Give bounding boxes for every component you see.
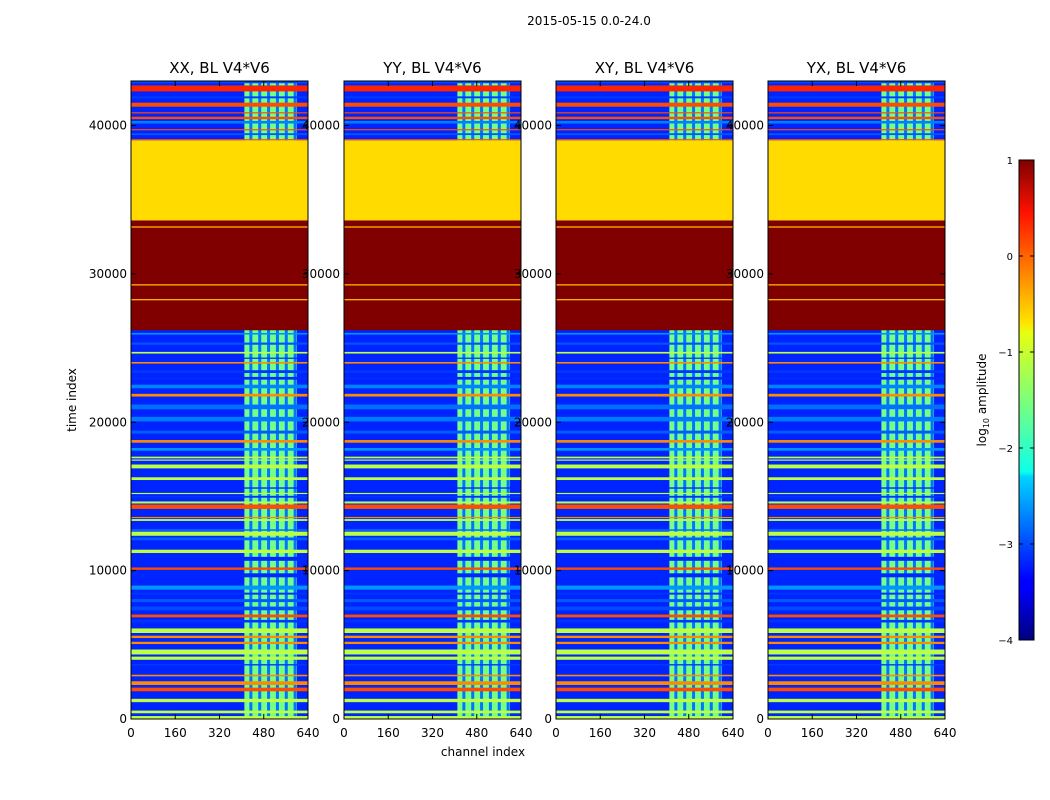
y-tick-label: 20000: [89, 415, 127, 429]
colorbar: 1 0 −1 −2 −3 −4 log10 amplitude: [975, 156, 1035, 647]
panel-title: YX, BL V4*V6: [806, 59, 907, 77]
x-tick-label: 0: [552, 726, 560, 740]
y-tick-label: 30000: [89, 267, 127, 281]
panel-title: XX, BL V4*V6: [169, 59, 270, 77]
colorbar-gradient: [1018, 159, 1035, 641]
x-tick-label: 640: [510, 726, 533, 740]
x-axis-label: channel index: [441, 745, 525, 759]
x-tick-label: 640: [297, 726, 320, 740]
y-tick-label: 0: [756, 712, 764, 726]
y-tick-label: 40000: [514, 119, 552, 133]
panels: XX, BL V4*V6 0 160 320 480 640 0 10000 20000 3000…: [89, 59, 957, 740]
colorbar-tick-label: −1: [998, 348, 1013, 359]
x-tick-label: 320: [421, 726, 444, 740]
y-tick-label: 10000: [89, 564, 127, 578]
heatmap-image: [768, 81, 945, 719]
y-tick-label: 30000: [726, 267, 764, 281]
x-tick-label: 480: [252, 726, 275, 740]
x-tick-label: 0: [764, 726, 772, 740]
y-tick-label: 10000: [514, 564, 552, 578]
heatmap-image: [131, 81, 308, 719]
y-tick-label: 0: [119, 712, 127, 726]
panel-title: XY, BL V4*V6: [595, 59, 695, 77]
panel-title: YY, BL V4*V6: [382, 59, 481, 77]
y-tick-label: 20000: [514, 415, 552, 429]
y-tick-label: 30000: [302, 267, 340, 281]
y-tick-label: 40000: [302, 119, 340, 133]
y-tick-label: 20000: [302, 415, 340, 429]
panel-xy: XY, BL V4*V6 0 160 320 480 640 0 10000 20000 3000…: [514, 59, 745, 740]
panel-yy: YY, BL V4*V6 0 160 320 480 640 0 10000 20000 3000…: [302, 59, 533, 740]
x-tick-label: 640: [722, 726, 745, 740]
x-tick-label: 480: [889, 726, 912, 740]
heatmap-image: [556, 81, 733, 719]
panel-xx: XX, BL V4*V6 0 160 320 480 640 0 10000 20000 3000…: [89, 59, 320, 740]
y-axis-label: time index: [65, 368, 79, 432]
y-tick-label: 20000: [726, 415, 764, 429]
x-tick-label: 320: [208, 726, 231, 740]
panel-yx: YX, BL V4*V6 0 160 320 480 640 0 10000 20000 3000…: [726, 59, 957, 740]
y-tick-label: 10000: [302, 564, 340, 578]
colorbar-tick-label: −3: [998, 540, 1013, 551]
colorbar-label: log10 amplitude: [975, 354, 991, 447]
y-tick-label: 40000: [89, 119, 127, 133]
x-tick-label: 160: [164, 726, 187, 740]
heatmap-image: [344, 81, 521, 719]
x-tick-label: 0: [127, 726, 135, 740]
x-tick-label: 320: [845, 726, 868, 740]
x-tick-label: 160: [801, 726, 824, 740]
y-tick-label: 10000: [726, 564, 764, 578]
x-tick-label: 480: [465, 726, 488, 740]
colorbar-tick-label: 0: [1007, 252, 1013, 263]
x-tick-label: 480: [677, 726, 700, 740]
x-tick-label: 640: [934, 726, 957, 740]
colorbar-tick-label: −4: [998, 636, 1013, 647]
colorbar-tick-label: −2: [998, 444, 1013, 455]
figure-suptitle: 2015-05-15 0.0-24.0: [527, 14, 651, 28]
colorbar-tick-label: 1: [1007, 156, 1013, 167]
x-tick-label: 160: [589, 726, 612, 740]
colorbar-ticks: 1 0 −1 −2 −3 −4: [998, 156, 1034, 647]
y-tick-label: 30000: [514, 267, 552, 281]
x-tick-label: 160: [377, 726, 400, 740]
x-tick-label: 320: [633, 726, 656, 740]
y-tick-label: 0: [544, 712, 552, 726]
x-tick-label: 0: [340, 726, 348, 740]
y-tick-label: 0: [332, 712, 340, 726]
y-tick-label: 40000: [726, 119, 764, 133]
